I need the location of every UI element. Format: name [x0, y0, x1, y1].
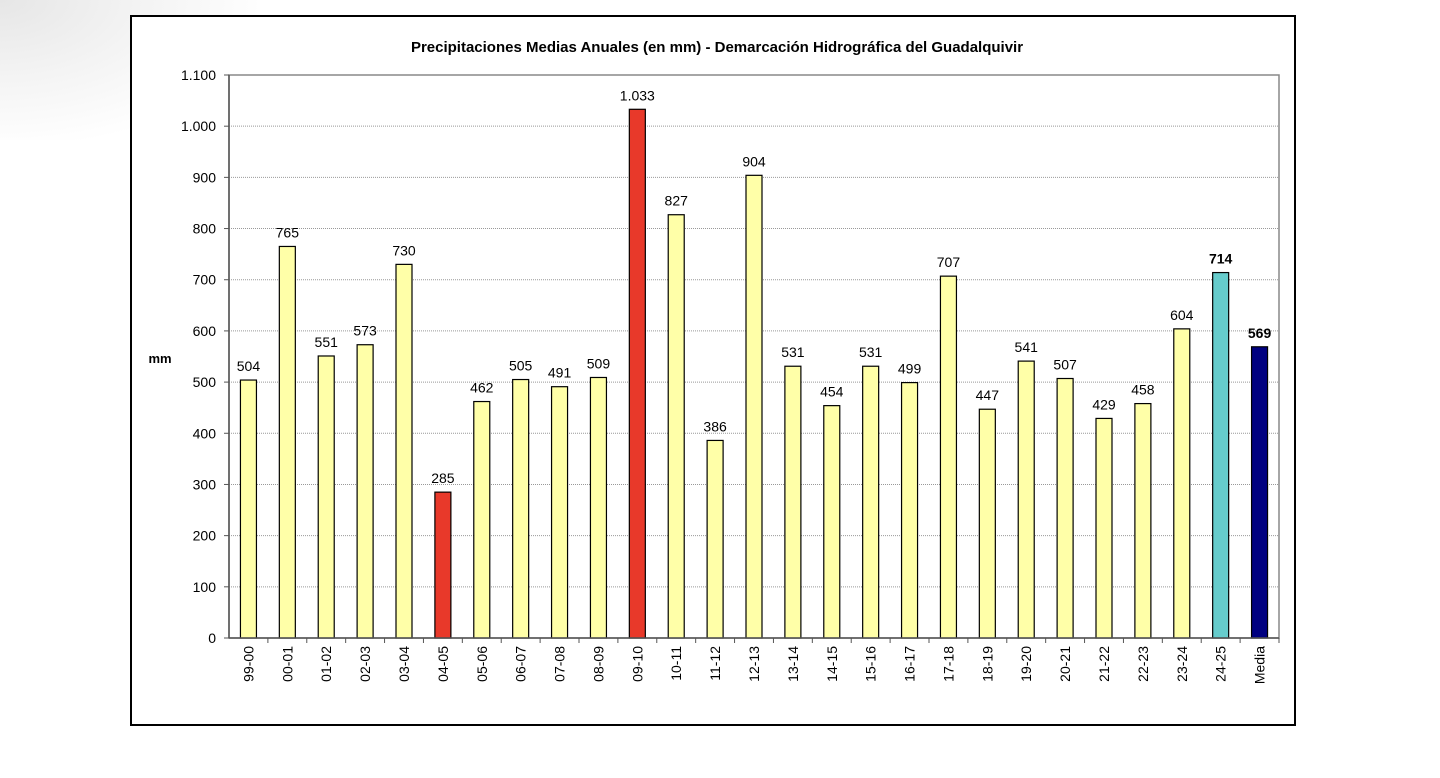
y-tick-label: 700	[193, 272, 217, 288]
y-tick-label: 900	[193, 169, 217, 185]
bar-10-11	[667, 214, 685, 639]
bar-12-13	[745, 174, 763, 639]
y-tick-label: 500	[193, 374, 217, 390]
bar-20-21	[1056, 377, 1074, 639]
bar-16-17	[900, 382, 919, 639]
x-tick-label: 20-21	[1057, 646, 1073, 682]
x-tick-label: 01-02	[318, 646, 334, 682]
y-tick-label: 600	[193, 323, 217, 339]
data-label: 573	[353, 323, 377, 339]
data-label: 499	[898, 361, 922, 377]
x-tick-label: 00-01	[279, 646, 295, 682]
bar-17-18	[939, 275, 958, 639]
x-tick-label: 06-07	[513, 646, 529, 682]
data-label: 541	[1015, 339, 1039, 355]
x-tick-label: 10-11	[668, 646, 684, 681]
data-label: 707	[937, 254, 961, 270]
bar-24-25	[1212, 271, 1230, 639]
bar-19-20	[1017, 360, 1035, 639]
bar-05-06	[473, 400, 491, 639]
data-label: 531	[781, 344, 805, 360]
x-tick-label: 11-12	[707, 646, 723, 681]
x-tick-label: 09-10	[629, 646, 645, 682]
data-label: 491	[548, 365, 572, 381]
bar-Media	[1250, 346, 1269, 639]
chart-title: Precipitaciones Medias Anuales (en mm) -…	[411, 39, 1023, 56]
data-label: 504	[237, 358, 261, 374]
x-tick-label: 19-20	[1018, 646, 1034, 682]
bar-14-15	[823, 405, 841, 639]
bar-00-01	[278, 245, 296, 639]
bar-11-12	[706, 439, 724, 639]
y-tick-label: 1.100	[181, 67, 216, 83]
x-tick-label: 07-08	[552, 646, 568, 682]
data-label: 1.033	[620, 87, 655, 103]
data-label: 827	[665, 193, 689, 209]
data-label: 904	[742, 153, 766, 169]
x-tick-label: 99-00	[240, 646, 256, 682]
data-label: 714	[1209, 251, 1233, 267]
x-tick-label: Media	[1252, 646, 1268, 684]
bar-07-08	[550, 386, 569, 639]
x-tick-label: 13-14	[785, 646, 801, 682]
x-tick-label: 05-06	[474, 646, 490, 682]
x-tick-label: 22-23	[1135, 646, 1151, 682]
y-tick-label: 300	[193, 476, 217, 492]
data-label: 730	[392, 242, 416, 258]
y-tick-label: 400	[193, 425, 217, 441]
x-tick-label: 17-18	[940, 646, 956, 682]
data-label: 285	[431, 470, 455, 486]
bar-22-23	[1134, 402, 1152, 639]
data-label: 447	[976, 387, 1000, 403]
data-label: 604	[1170, 307, 1194, 323]
data-label: 551	[315, 334, 339, 350]
bar-23-24	[1173, 328, 1191, 639]
x-tick-label: 08-09	[590, 646, 606, 682]
x-tick-label: 12-13	[746, 646, 762, 682]
data-label: 765	[276, 224, 300, 240]
y-tick-label: 1.000	[181, 118, 216, 134]
y-tick-label: 100	[193, 579, 217, 595]
data-label: 531	[859, 344, 883, 360]
data-label: 507	[1053, 357, 1077, 373]
bar-08-09	[589, 376, 608, 639]
data-label: 429	[1092, 396, 1116, 412]
data-label: 458	[1131, 382, 1155, 398]
bar-99-00	[239, 379, 258, 639]
data-label: 509	[587, 355, 611, 371]
x-tick-label: 03-04	[396, 646, 412, 682]
x-tick-label: 23-24	[1174, 646, 1190, 682]
x-tick-label: 24-25	[1213, 646, 1229, 682]
y-tick-label: 800	[193, 221, 217, 237]
data-label: 386	[703, 418, 727, 434]
bar-03-04	[395, 263, 413, 639]
x-tick-label: 04-05	[435, 646, 451, 682]
x-tick-label: 02-03	[357, 646, 373, 682]
y-tick-label: 200	[193, 528, 217, 544]
bar-21-22	[1095, 417, 1113, 639]
bar-09-10	[628, 108, 646, 639]
data-label: 505	[509, 358, 533, 374]
bar-15-16	[862, 365, 880, 639]
bar-06-07	[512, 378, 530, 639]
bar-04-05	[434, 491, 452, 639]
data-label: 462	[470, 380, 494, 396]
data-label: 454	[820, 384, 844, 400]
x-tick-label: 15-16	[863, 646, 879, 682]
bar-13-14	[784, 365, 802, 639]
x-tick-label: 21-22	[1096, 646, 1112, 682]
y-tick-label: 0	[208, 630, 216, 646]
x-tick-label: 14-15	[824, 646, 840, 682]
x-tick-label: 18-19	[979, 646, 995, 682]
bar-01-02	[317, 355, 335, 639]
data-label: 569	[1248, 325, 1272, 341]
bar-02-03	[356, 344, 374, 639]
x-tick-label: 16-17	[902, 646, 918, 682]
bar-18-19	[978, 408, 996, 639]
y-axis-label: mm	[148, 351, 171, 366]
